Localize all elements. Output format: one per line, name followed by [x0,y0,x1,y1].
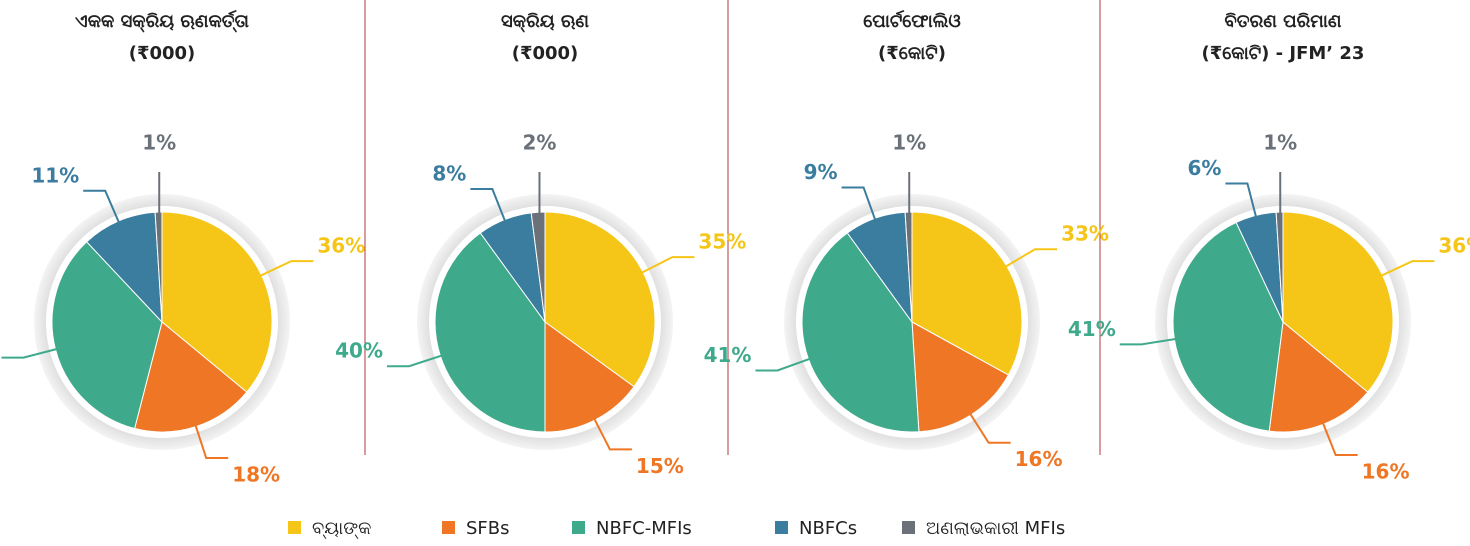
chart-title: ଏକକ ସକ୍ରିୟ ଋଣକର୍ତ୍ତା [75,9,250,33]
legend-swatch [902,521,915,534]
chart-subtitle: (₹କୋଟି) - JFM’ 23 [1202,43,1365,64]
legend-swatch [775,521,788,534]
value-label: 41% [1068,317,1116,341]
legend-swatch [572,521,585,534]
leader-line [987,248,1058,279]
value-label: 36% [317,234,365,258]
leader-line [1,342,78,359]
leader-line [386,348,462,368]
value-label: 41% [704,343,752,367]
leader-line [1119,334,1197,346]
leader-line [584,399,632,451]
legend-swatch [288,521,301,534]
chart-title: ବିତରଣ ପରିମାଣ [1225,11,1342,32]
value-label: 35% [698,230,746,254]
chart-title: ସକ୍ରିୟ ଋଣ [501,11,589,33]
value-label: 8% [432,162,466,186]
value-label: 18% [232,463,280,487]
leader-line [622,256,695,283]
chart-subtitle: (₹କୋଟି) [878,43,946,64]
leader-line [470,188,514,241]
value-label: 6% [1187,156,1221,180]
leader-line [241,260,314,286]
legend-label: NBFC-MFIs [596,518,692,539]
value-label: 1% [142,131,176,155]
legend-label: NBFCs [799,518,857,539]
legend-label: ବ୍ୟାଙ୍କ [312,518,371,539]
chart-title: ପୋର୍ଟଫୋଲିଓ [863,9,961,32]
value-label: 16% [1015,447,1063,471]
value-label: 2% [522,131,556,155]
value-label: 11% [31,163,79,187]
value-label: 1% [892,131,926,155]
leader-line [841,186,884,240]
value-label: 40% [335,339,383,363]
chart-subtitle: (₹000) [512,43,579,64]
value-label: 16% [1362,459,1410,483]
leader-line [1362,260,1435,286]
value-label: 1% [1263,131,1297,155]
value-label: 15% [636,454,684,478]
leader-line [958,395,1011,444]
pie-slice [530,211,546,323]
legend-label: ଅଣଲାଭକାରୀ MFIs [926,518,1065,539]
chart-subtitle: (₹000) [129,43,196,64]
value-label: 9% [804,160,838,184]
leader-line [1225,182,1263,238]
leader-line [1314,403,1358,456]
leader-line [188,405,229,460]
value-label: 36% [1438,234,1470,258]
legend-swatch [442,521,455,534]
value-label: 33% [1061,222,1109,246]
leader-line [83,189,128,242]
leader-line [755,350,830,372]
legend-label: SFBs [466,518,510,539]
